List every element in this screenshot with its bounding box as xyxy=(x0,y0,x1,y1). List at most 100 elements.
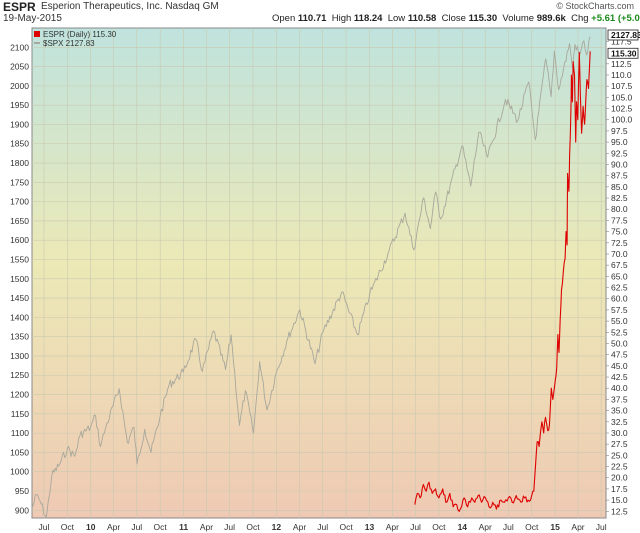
right-tick-label: 117.5 xyxy=(611,36,632,46)
left-tick-label: 1550 xyxy=(10,254,29,264)
right-tick-label: 67.5 xyxy=(611,260,628,270)
axes: Jul Oct 10 Apr Jul Oct 11 Apr Jul Oct 12 Apr Jul Oct 1… xyxy=(10,36,632,532)
open-label: Open xyxy=(272,13,296,24)
x-tick-label: Apr xyxy=(479,522,492,532)
volume-value: 989.6k xyxy=(536,13,566,24)
right-tick-label: 52.5 xyxy=(611,327,628,337)
right-tick-label: 92.5 xyxy=(611,148,628,158)
right-tick-label: 20.0 xyxy=(611,473,628,483)
left-tick-label: 2100 xyxy=(10,42,29,52)
legend-swatch xyxy=(34,31,40,37)
right-tick-label: 32.5 xyxy=(611,417,628,427)
x-tick-label: Apr xyxy=(386,522,399,532)
left-tick-label: 1000 xyxy=(10,467,29,477)
x-tick-label: Jul xyxy=(596,522,607,532)
right-tick-label: 85.0 xyxy=(611,182,628,192)
x-tick-label: Oct xyxy=(339,522,353,532)
right-tick-label: 77.5 xyxy=(611,215,628,225)
x-tick-label: 14 xyxy=(458,522,468,532)
x-tick-label: Jul xyxy=(224,522,235,532)
left-tick-label: 1150 xyxy=(11,409,30,419)
right-tick-label: 95.0 xyxy=(611,137,628,147)
chg-label: Chg xyxy=(571,13,589,24)
spx-line xyxy=(31,36,591,519)
x-tick-label: Oct xyxy=(246,522,260,532)
left-tick-label: 1050 xyxy=(10,447,29,457)
x-tick-label: Apr xyxy=(293,522,306,532)
chg-value: +5.61 (+5.02%) xyxy=(591,13,640,24)
ohlc-readout: Open 110.71 High 118.24 Low 110.58 Close… xyxy=(272,13,640,24)
high-label: High xyxy=(331,13,352,24)
x-tick-label: Jul xyxy=(503,522,514,532)
right-tick-label: 75.0 xyxy=(611,227,628,237)
x-tick-label: Apr xyxy=(107,522,120,532)
last-value-tag-text: 115.30 xyxy=(611,48,637,58)
left-tick-label: 1500 xyxy=(10,274,29,284)
chart-header: ESPR Esperion Therapeutics, Inc. Nasdaq … xyxy=(0,0,640,28)
right-tick-label: 55.0 xyxy=(611,316,628,326)
right-tick-label: 65.0 xyxy=(611,271,628,281)
left-tick-label: 900 xyxy=(15,505,29,515)
right-tick-label: 107.5 xyxy=(611,81,633,91)
right-tick-label: 30.0 xyxy=(611,428,628,438)
grid-lines xyxy=(32,28,606,518)
left-tick-label: 1850 xyxy=(10,139,29,149)
left-tick-label: 2050 xyxy=(10,62,29,72)
right-tick-label: 62.5 xyxy=(611,283,628,293)
legend: ESPR (Daily) 115.30$SPX 2127.83 xyxy=(34,30,117,48)
left-tick-label: 1250 xyxy=(10,370,29,380)
right-tick-label: 50.0 xyxy=(611,338,628,348)
left-tick-label: 1350 xyxy=(10,332,29,342)
left-tick-label: 950 xyxy=(15,486,29,496)
left-tick-label: 1700 xyxy=(10,197,29,207)
right-tick-label: 102.5 xyxy=(611,104,633,114)
close-label: Close xyxy=(441,13,466,24)
low-label: Low xyxy=(387,13,406,24)
left-tick-label: 1800 xyxy=(10,158,29,168)
right-tick-label: 45.0 xyxy=(611,361,628,371)
left-tick-label: 1900 xyxy=(10,119,29,129)
right-tick-label: 12.5 xyxy=(611,506,628,516)
right-tick-label: 27.5 xyxy=(611,439,628,449)
right-tick-label: 22.5 xyxy=(611,462,628,472)
x-tick-label: Jul xyxy=(131,522,142,532)
stockcharts-brand[interactable]: © StockCharts.com xyxy=(556,1,634,11)
legend-label: $SPX 2127.83 xyxy=(43,39,95,48)
x-tick-label: Apr xyxy=(200,522,213,532)
x-tick-label: Jul xyxy=(39,522,50,532)
x-tick-label: Oct xyxy=(432,522,446,532)
left-tick-label: 1950 xyxy=(10,100,29,110)
x-tick-label: Jul xyxy=(410,522,421,532)
last-value-tag-box xyxy=(607,29,639,41)
right-tick-label: 87.5 xyxy=(611,171,628,181)
right-tick-label: 82.5 xyxy=(611,193,628,203)
right-tick-label: 37.5 xyxy=(611,394,628,404)
left-tick-label: 1400 xyxy=(10,312,29,322)
right-tick-label: 42.5 xyxy=(611,372,628,382)
espr-series xyxy=(414,51,591,512)
right-tick-label: 72.5 xyxy=(611,238,628,248)
x-tick-label: Oct xyxy=(61,522,75,532)
right-tick-label: 80.0 xyxy=(611,204,628,214)
high-value: 118.24 xyxy=(353,13,383,24)
right-tick-label: 25.0 xyxy=(611,450,628,460)
low-value: 110.58 xyxy=(407,13,437,24)
x-tick-label: 10 xyxy=(86,522,96,532)
right-tick-label: 112.5 xyxy=(611,59,632,69)
right-tick-label: 97.5 xyxy=(611,126,628,136)
left-tick-label: 1200 xyxy=(10,390,29,400)
legend-label: ESPR (Daily) 115.30 xyxy=(43,30,117,39)
left-tick-label: 1450 xyxy=(10,293,29,303)
x-tick-label: 12 xyxy=(272,522,282,532)
last-value-tag-box xyxy=(607,47,639,59)
right-tick-label: 90.0 xyxy=(611,159,628,169)
right-tick-label: 15.0 xyxy=(611,495,628,505)
right-tick-label: 105.0 xyxy=(611,92,633,102)
right-tick-label: 47.5 xyxy=(611,350,628,360)
chart-date: 19-May-2015 xyxy=(3,13,62,24)
left-tick-label: 1600 xyxy=(10,235,29,245)
x-tick-label: 13 xyxy=(365,522,375,532)
ticker-symbol: ESPR xyxy=(3,0,36,14)
x-tick-label: Oct xyxy=(525,522,539,532)
